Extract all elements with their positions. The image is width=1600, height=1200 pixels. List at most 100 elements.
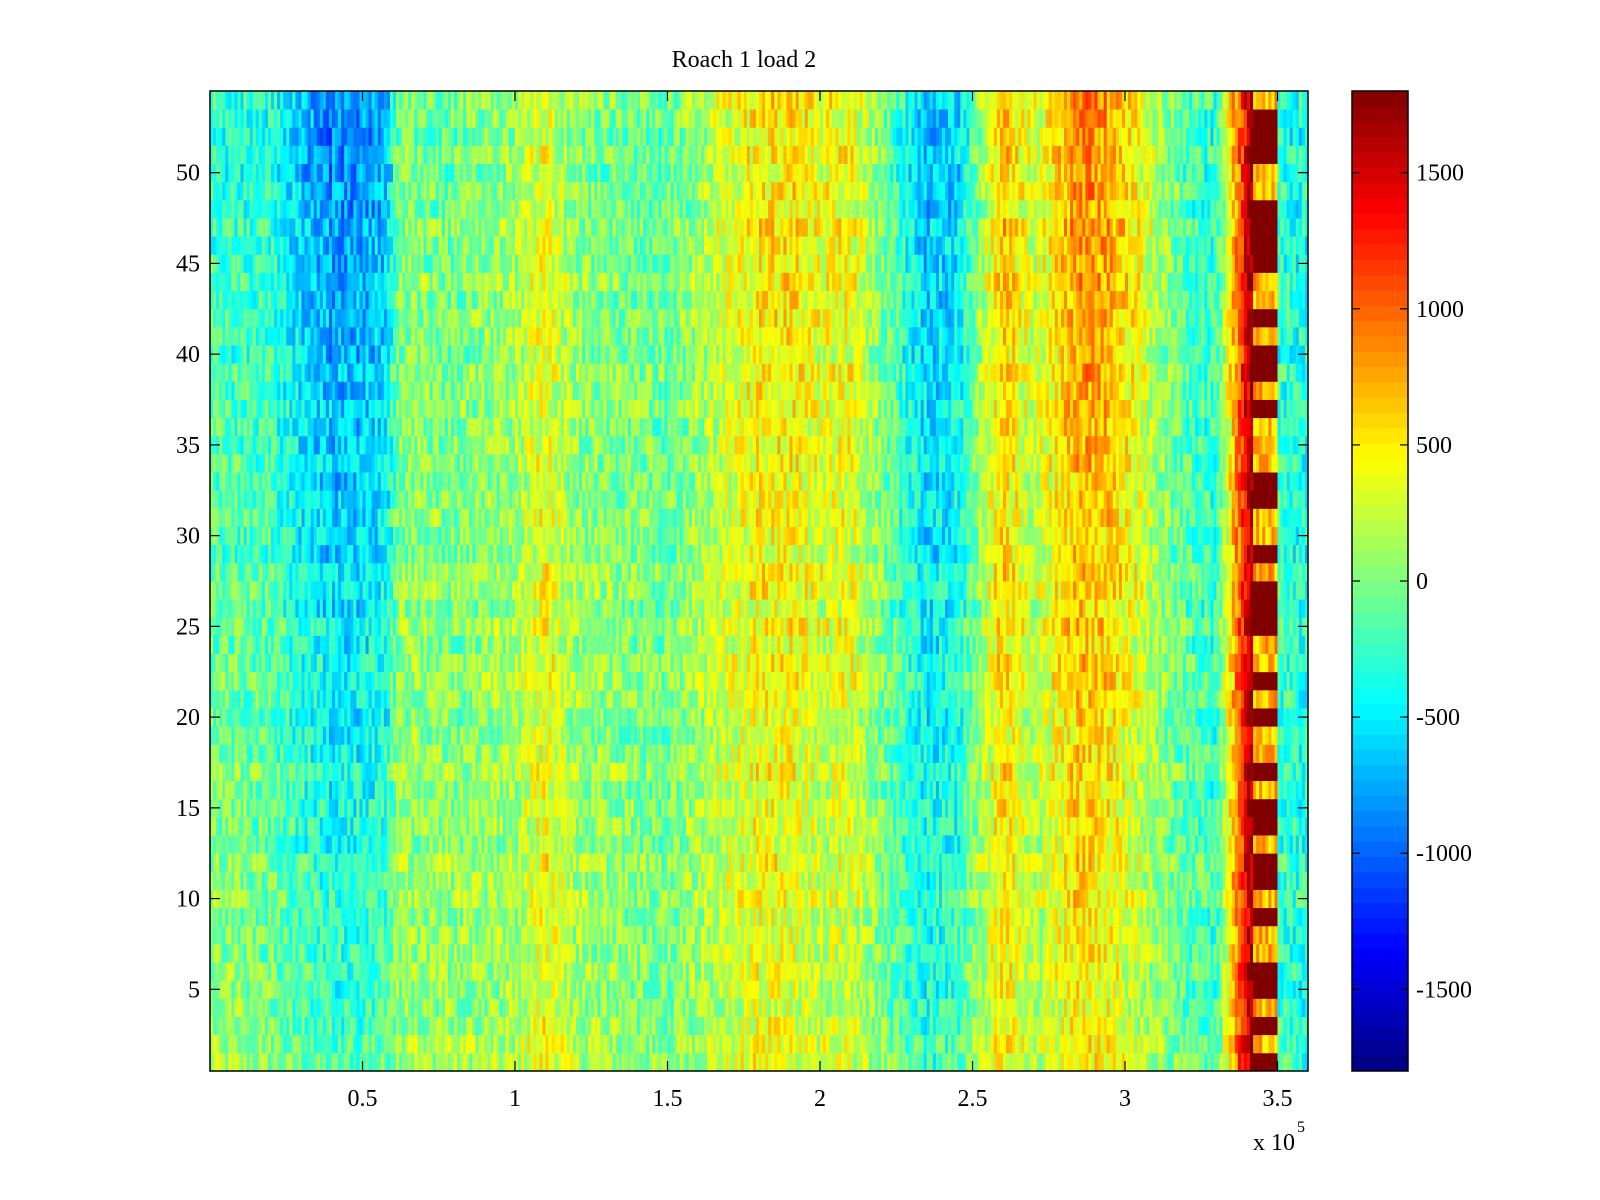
heatmap-cell (804, 943, 809, 963)
heatmap-cell (755, 816, 760, 836)
heatmap-cell (432, 943, 437, 963)
heatmap-cell (493, 835, 498, 854)
heatmap-cell (618, 1016, 623, 1036)
heatmap-cell (881, 853, 885, 872)
heatmap-cell (1021, 907, 1025, 927)
heatmap-cell (850, 1034, 854, 1054)
heatmap-cell (999, 943, 1004, 963)
heatmap-cell (820, 1052, 824, 1072)
heatmap-cell (698, 962, 702, 981)
heatmap-cell (649, 925, 653, 945)
heatmap-cell (344, 889, 348, 909)
heatmap-cell (1179, 889, 1184, 909)
heatmap-cell (655, 871, 659, 890)
heatmap-cell (1024, 962, 1028, 981)
heatmap-cell (1259, 925, 1263, 945)
heatmap-cell (1134, 1034, 1138, 1054)
heatmap-cell (1268, 1034, 1272, 1054)
heatmap-cell (304, 853, 308, 872)
heatmap-cell (1189, 925, 1193, 945)
heatmap-cell (1240, 853, 1245, 872)
heatmap-cell (1103, 943, 1108, 963)
heatmap-cell (414, 998, 418, 1017)
heatmap-cell (749, 943, 754, 963)
heatmap-cell (911, 816, 915, 836)
heatmap-cell (990, 907, 995, 927)
heatmap-cell (707, 998, 711, 1017)
heatmap-cell (1225, 1016, 1230, 1036)
heatmap-cell (1070, 943, 1074, 963)
heatmap-cell (1152, 925, 1156, 945)
heatmap-cell (1213, 980, 1217, 999)
heatmap-cell (335, 853, 339, 872)
heatmap-cell (1201, 1016, 1205, 1036)
heatmap-cell (1228, 871, 1233, 890)
heatmap-cell (685, 1016, 690, 1036)
heatmap-cell (347, 889, 351, 909)
heatmap-cell (1121, 835, 1126, 854)
heatmap-cell (676, 1034, 681, 1054)
heatmap-cell (246, 998, 251, 1017)
heatmap-cell (313, 943, 318, 963)
heatmap-cell (1109, 853, 1114, 872)
heatmap-cell (984, 889, 989, 909)
heatmap-cell (667, 962, 671, 981)
heatmap-cell (222, 1016, 226, 1036)
heatmap-cell (289, 925, 293, 945)
heatmap-cell (905, 980, 909, 999)
heatmap-cell (993, 889, 998, 909)
heatmap-cell (679, 889, 684, 909)
heatmap-cell (490, 1034, 495, 1054)
heatmap-cell (292, 889, 296, 909)
heatmap-cell (954, 889, 958, 909)
heatmap-cell (249, 943, 254, 963)
heatmap-cell (948, 853, 952, 872)
heatmap-cell (280, 998, 284, 1017)
heatmap-cell (1231, 1034, 1236, 1054)
heatmap-cell (865, 943, 870, 963)
heatmap-cell (466, 835, 470, 854)
heatmap-cell (716, 835, 720, 854)
heatmap-cell (725, 943, 729, 963)
heatmap-cell (691, 907, 696, 927)
heatmap-cell (820, 925, 824, 945)
heatmap-cell (670, 998, 674, 1017)
heatmap-cell (633, 1016, 638, 1036)
heatmap-cell (347, 925, 351, 945)
heatmap-cell (1201, 853, 1205, 872)
heatmap-cell (972, 853, 976, 872)
heatmap-cell (1036, 962, 1040, 981)
heatmap-cell (1146, 1016, 1150, 1036)
heatmap-cell (332, 871, 336, 890)
heatmap-cell (701, 925, 705, 945)
heatmap-cell (1213, 889, 1217, 909)
heatmap-cell (816, 889, 821, 909)
heatmap-cell (341, 1052, 345, 1072)
heatmap-cell (752, 962, 757, 981)
heatmap-cell (234, 835, 238, 854)
heatmap-cell (484, 1052, 488, 1072)
heatmap-cell (1298, 962, 1303, 981)
heatmap-cell (719, 925, 723, 945)
heatmap-cell (530, 925, 534, 945)
heatmap-cell (929, 871, 934, 890)
heatmap-cell (408, 889, 412, 909)
heatmap-cell (1064, 1016, 1068, 1036)
heatmap-cell (780, 1016, 784, 1036)
heatmap-cell (1094, 943, 1098, 963)
heatmap-cell (539, 962, 543, 981)
heatmap-cell (316, 1052, 321, 1072)
heatmap-cell (1192, 943, 1196, 963)
heatmap-cell (606, 943, 610, 963)
heatmap-cell (240, 962, 244, 981)
heatmap-cell (676, 1052, 681, 1072)
heatmap-cell (444, 962, 449, 981)
heatmap-cell (508, 871, 513, 890)
heatmap-cell (347, 835, 351, 854)
heatmap-cell (698, 1052, 702, 1072)
heatmap-cell (1179, 835, 1184, 854)
heatmap-cell (673, 907, 678, 927)
heatmap-cell (356, 943, 360, 963)
heatmap-cell (710, 1034, 714, 1054)
heatmap-cell (539, 998, 543, 1017)
